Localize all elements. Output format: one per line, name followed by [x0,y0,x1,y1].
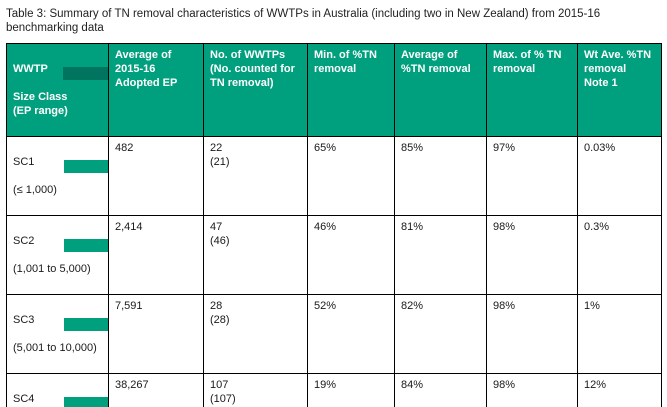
table-caption: Table 3: Summary of TN removal character… [6,8,601,34]
cell-size-class: SC2 (1,001 to 5,000) [6,215,109,295]
cell-size-class: SC4 (10,001 to 100,000) [6,373,109,407]
cell-max-tn-removal: 98% [486,373,578,407]
cell-max-tn-removal: 97% [486,136,578,216]
cell-num-wwtps: 22 (21) [203,136,308,216]
cell-avg-tn-removal: 84% [394,373,487,407]
column-header-max-tn-removal: Max. of % TN removal [486,43,578,137]
ep-range-label: (≤ 1,000) [13,184,57,196]
cell-wt-avg-tn-removal: 0.3% [577,215,662,295]
table-row-sc1: SC1 (≤ 1,000) 482 22 (21) 65% 85% 97% 0.… [6,136,662,216]
cell-min-tn-removal: 19% [307,373,395,407]
ep-range-label: (5,001 to 10,000) [13,342,97,354]
cell-min-tn-removal: 52% [307,294,395,374]
cell-size-class: SC1 (≤ 1,000) [6,136,109,216]
table-header: WWTP Size Class (EP range) Average of 20… [6,43,662,137]
cell-min-tn-removal: 65% [307,136,395,216]
column-header-avg-tn-removal: Average of %TN removal [394,43,487,137]
tn-removal-table: WWTP Size Class (EP range) Average of 20… [6,43,662,407]
column-header-min-tn-removal: Min. of %TN removal [307,43,395,137]
cell-avg-tn-removal: 81% [394,215,487,295]
column-header-avg-adopted-ep: Average of 2015-16 Adopted EP [108,43,204,137]
cell-num-wwtps: 107 (107) [203,373,308,407]
masked-text-block [63,67,108,80]
masked-text-block [64,397,108,407]
table-row-sc2: SC2 (1,001 to 5,000) 2,414 47 (46) 46% 8… [6,215,662,295]
cell-wt-avg-tn-removal: 1% [577,294,662,374]
cell-num-wwtps: 28 (28) [203,294,308,374]
cell-avg-tn-removal: 85% [394,136,487,216]
cell-wt-avg-tn-removal: 0.03% [577,136,662,216]
column-header-wt-avg-tn-removal: Wt Ave. %TN removal Note 1 [577,43,662,137]
cell-avg-tn-removal: 82% [394,294,487,374]
masked-text-block [64,318,108,331]
cell-wt-avg-tn-removal: 12% [577,373,662,407]
cell-num-wwtps: 47 (46) [203,215,308,295]
header-size-class-sublabel: Size Class (EP range) [13,91,68,117]
cell-max-tn-removal: 98% [486,294,578,374]
cell-max-tn-removal: 98% [486,215,578,295]
table-row-sc3: SC3 (5,001 to 10,000) 7,591 28 (28) 52% … [6,294,662,374]
size-class-label: SC4 [13,393,35,405]
table-body: SC1 (≤ 1,000) 482 22 (21) 65% 85% 97% 0.… [6,136,662,407]
column-header-size-class: WWTP Size Class (EP range) [6,43,109,137]
cell-min-tn-removal: 46% [307,215,395,295]
cell-avg-adopted-ep: 7,591 [108,294,204,374]
ep-range-label: (1,001 to 5,000) [13,263,91,275]
header-size-class-line1: WWTP [13,62,108,80]
table-row-sc4: SC4 (10,001 to 100,000) 38,267 107 (107)… [6,373,662,407]
size-class-label: SC3 [13,314,35,326]
size-class-label: SC1 [13,156,35,168]
cell-avg-adopted-ep: 2,414 [108,215,204,295]
cell-size-class: SC3 (5,001 to 10,000) [6,294,109,374]
cell-avg-adopted-ep: 38,267 [108,373,204,407]
size-class-label: SC2 [13,235,35,247]
header-size-class-label: WWTP [13,63,48,75]
masked-text-block [64,160,108,173]
column-header-num-wwtps: No. of WWTPs (No. counted for TN removal… [203,43,308,137]
header-row: WWTP Size Class (EP range) Average of 20… [6,43,662,137]
cell-avg-adopted-ep: 482 [108,136,204,216]
masked-text-block [64,239,108,252]
